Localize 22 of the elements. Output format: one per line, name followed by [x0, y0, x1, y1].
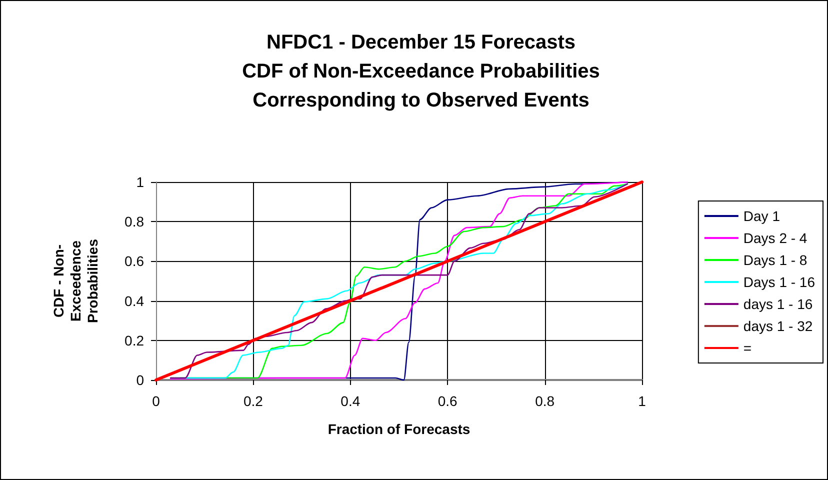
- y-tick-label: 0: [136, 372, 144, 388]
- legend-label: =: [743, 340, 752, 356]
- x-tick-label: 1: [638, 393, 646, 409]
- legend-label: Day 1: [743, 208, 780, 224]
- legend-label: Days 1 - 16: [743, 274, 816, 290]
- y-tick-label: 0.2: [124, 332, 144, 348]
- legend-label: days 1 - 16: [743, 296, 813, 312]
- x-tick-label: 0: [152, 393, 160, 409]
- chart-title: NFDC1 - December 15 Forecasts CDF of Non-Exceedance Probabilities Corresponding to Observed Events: [242, 32, 600, 112]
- x-tick-label: 0.4: [340, 393, 360, 409]
- x-tick-label: 0.2: [243, 393, 264, 409]
- y-tick-label: 1: [136, 174, 144, 190]
- legend-label: Days 2 - 4: [743, 230, 808, 246]
- legend-label: Days 1 - 8: [743, 252, 808, 268]
- y-tick-label: 0.6: [124, 253, 144, 270]
- legend-label: days 1 - 32: [743, 318, 813, 334]
- y-tick-label: 0.4: [124, 292, 144, 309]
- x-axis-title: Fraction of Forecasts: [328, 421, 470, 437]
- y-axis-title: CDF - Non- Exceedence Probabilities: [50, 238, 100, 324]
- x-tick-label: 0.8: [535, 393, 555, 409]
- y-tick-label: 0.8: [124, 214, 144, 230]
- x-tick-label: 0.6: [438, 393, 458, 409]
